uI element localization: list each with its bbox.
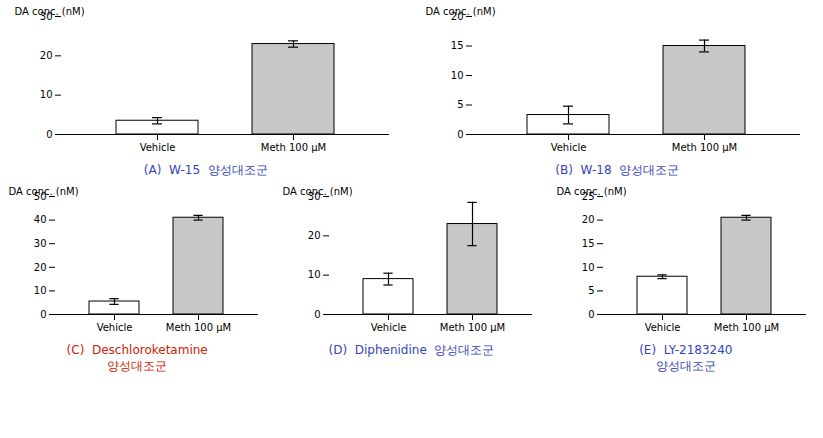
svg-text:Meth 100 μM: Meth 100 μM: [440, 322, 505, 333]
svg-text:20: 20: [582, 214, 595, 225]
svg-text:Meth 100 μM: Meth 100 μM: [714, 322, 779, 333]
svg-text:30: 30: [33, 238, 46, 249]
svg-text:40: 40: [33, 214, 46, 225]
html-text:(C) Deschloroketamine: (C) Deschloroketamine: [66, 343, 208, 357]
svg-text:20: 20: [308, 230, 321, 241]
html-text:(B) W-18 양성대조군: (B) W-18 양성대조군: [555, 163, 680, 177]
svg-text:10: 10: [33, 285, 46, 296]
svg-text:5: 5: [457, 99, 463, 110]
svg-text:5: 5: [588, 285, 594, 296]
svg-text:20: 20: [40, 50, 53, 61]
svg-text:Meth 100 μM: Meth 100 μM: [672, 142, 737, 153]
svg-text:Vehicle: Vehicle: [371, 322, 407, 333]
svg-text:DA conc. (nM): DA conc. (nM): [557, 186, 627, 197]
html-text:(D) Diphenidine 양성대조군: (D) Diphenidine 양성대조군: [328, 343, 495, 357]
svg-text:15: 15: [451, 40, 464, 51]
svg-text:DA conc. (nM): DA conc. (nM): [8, 186, 78, 197]
svg-text:10: 10: [40, 89, 53, 100]
svg-text:0: 0: [46, 129, 52, 140]
svg-text:0: 0: [457, 129, 463, 140]
svg-text:15: 15: [582, 238, 595, 249]
svg-text:Vehicle: Vehicle: [96, 322, 132, 333]
svg-text:0: 0: [314, 309, 320, 320]
svg-text:Vehicle: Vehicle: [645, 322, 681, 333]
html-text:양성대조군: 양성대조군: [107, 359, 168, 373]
svg-text:20: 20: [33, 262, 46, 273]
html-text:(E) LY-2183240: (E) LY-2183240: [639, 343, 733, 357]
svg-text:Meth 100 μM: Meth 100 μM: [261, 142, 326, 153]
svg-text:10: 10: [451, 70, 464, 81]
svg-text:DA conc. (nM): DA conc. (nM): [14, 6, 84, 17]
svg-text:Vehicle: Vehicle: [139, 142, 175, 153]
svg-text:0: 0: [40, 309, 46, 320]
svg-text:DA conc. (nM): DA conc. (nM): [282, 186, 352, 197]
svg-text:10: 10: [582, 262, 595, 273]
svg-text:DA conc. (nM): DA conc. (nM): [426, 6, 496, 17]
svg-text:Vehicle: Vehicle: [551, 142, 587, 153]
html-text:양성대조군: 양성대조군: [655, 359, 716, 373]
svg-text:0: 0: [588, 309, 594, 320]
html-text:(A) W-15 양성대조군: (A) W-15 양성대조군: [143, 163, 268, 177]
svg-text:Meth 100 μM: Meth 100 μM: [165, 322, 230, 333]
svg-text:10: 10: [308, 269, 321, 280]
